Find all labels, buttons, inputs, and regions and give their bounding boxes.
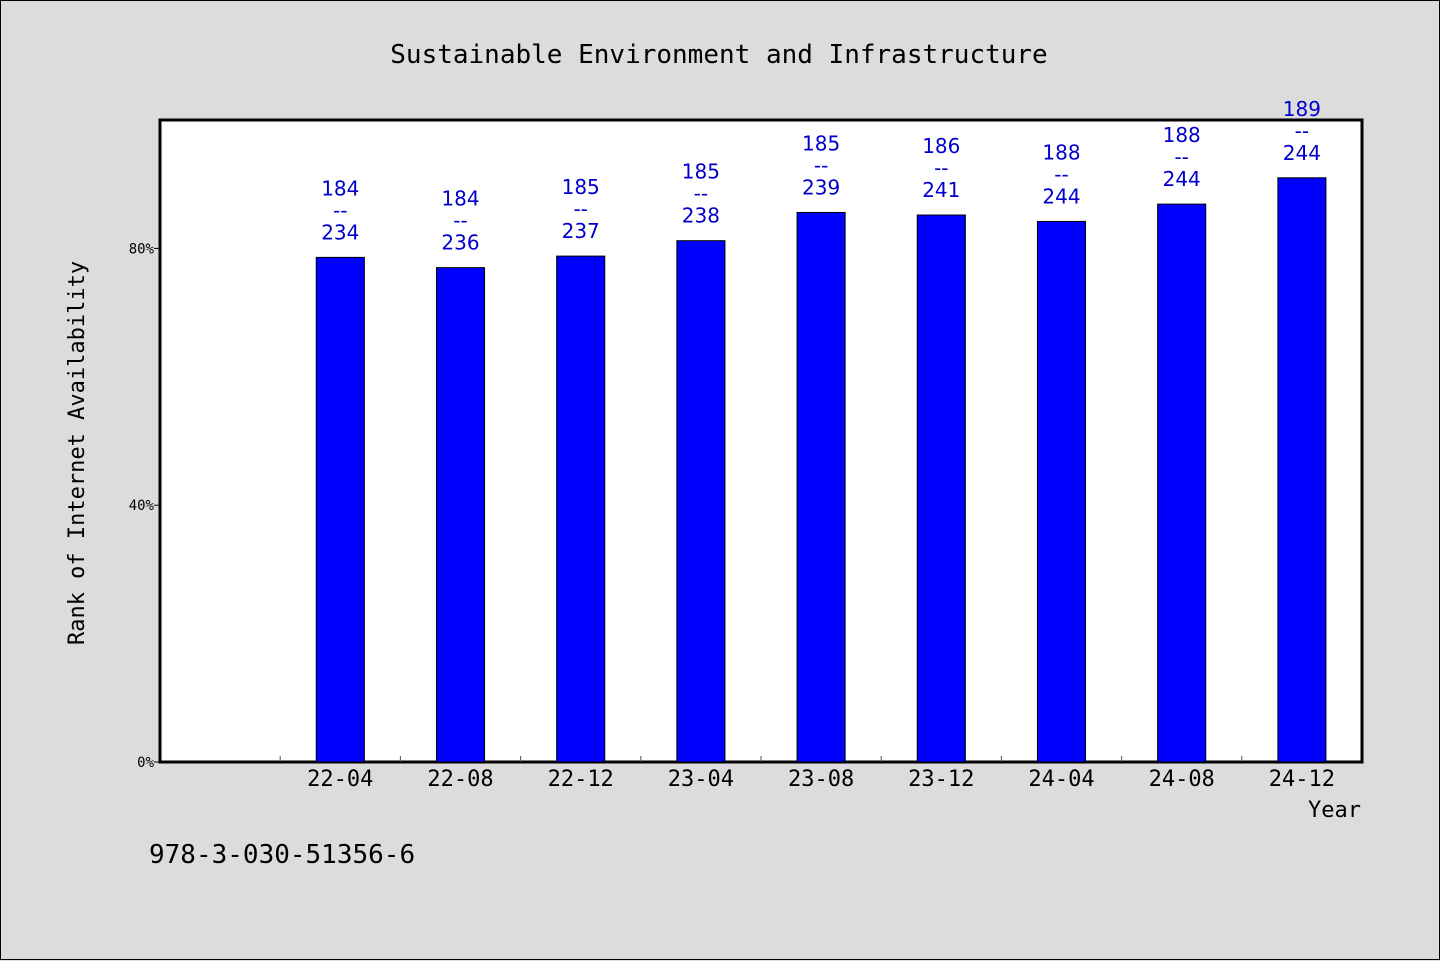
bar-label-top: 189 [1283,97,1321,121]
bar-label-separator: -- [814,153,828,177]
bar-label-bottom: 234 [321,220,359,244]
bar-label-bottom: 244 [1163,167,1201,191]
bar [1036,220,1087,763]
bar-label-separator: -- [573,197,587,221]
bar-label-bottom: 237 [562,219,600,243]
bar [556,255,606,763]
bar-label-bottom: 244 [1283,141,1321,165]
y-tick-label: 40% [129,498,155,514]
x-tick-label: 22-08 [427,767,493,792]
bar [1277,177,1327,763]
bar [916,214,966,763]
bar [435,267,486,763]
bar-label-separator: -- [1295,119,1309,143]
isbn-code: 978-3-030-51356-6 [149,840,415,870]
x-tick-label: 23-08 [788,767,854,792]
bar-label-bottom: 239 [802,175,840,199]
bar-label-top: 185 [682,160,720,184]
bar-label-separator: -- [1174,145,1188,169]
x-tick-label: 24-08 [1149,767,1215,792]
bar-label-bottom: 238 [682,204,720,228]
bar-label-separator: -- [453,209,467,233]
bar [796,211,846,763]
bars [315,177,1327,763]
y-axis: 0% 40% 80% [129,241,160,771]
x-tick-label: 22-04 [307,767,373,792]
x-tick-label: 24-04 [1028,767,1094,792]
bar-labels: 184--234184--236185--237185--238185--239… [321,97,1321,255]
x-axis: 22-04 22-08 22-12 23-04 23-08 23-12 24-04 24-08… [279,756,1335,792]
bar-label-bottom: 241 [922,178,960,202]
chart-title: Sustainable Environment and Infrastructu… [390,40,1047,70]
bar [1157,203,1207,763]
bar-label-separator: -- [333,198,347,222]
x-axis-label: Year [1308,798,1361,823]
bar-label-top: 185 [802,131,840,155]
y-tick-label: 80% [129,241,155,257]
bar-label-top: 185 [562,175,600,199]
x-tick-label: 23-12 [908,767,974,792]
bar-label-top: 188 [1163,123,1201,147]
bar-label-separator: -- [934,156,948,180]
bar-label-separator: -- [694,182,708,206]
x-tick-label: 22-12 [548,767,614,792]
bar-label-top: 188 [1042,140,1080,164]
bar [315,256,365,763]
y-tick-label: 0% [137,755,154,771]
bar-label-top: 186 [922,134,960,158]
bar-label-top: 184 [321,176,359,200]
x-tick-label: 23-04 [668,767,734,792]
bar [676,240,726,763]
bar-label-separator: -- [1054,162,1068,186]
y-axis-label: Rank of Internet Availability [65,261,90,645]
bar-label-bottom: 244 [1042,184,1080,208]
x-tick-label: 24-12 [1269,767,1335,792]
bar-label-top: 184 [441,187,479,211]
bar-label-bottom: 236 [441,231,479,255]
